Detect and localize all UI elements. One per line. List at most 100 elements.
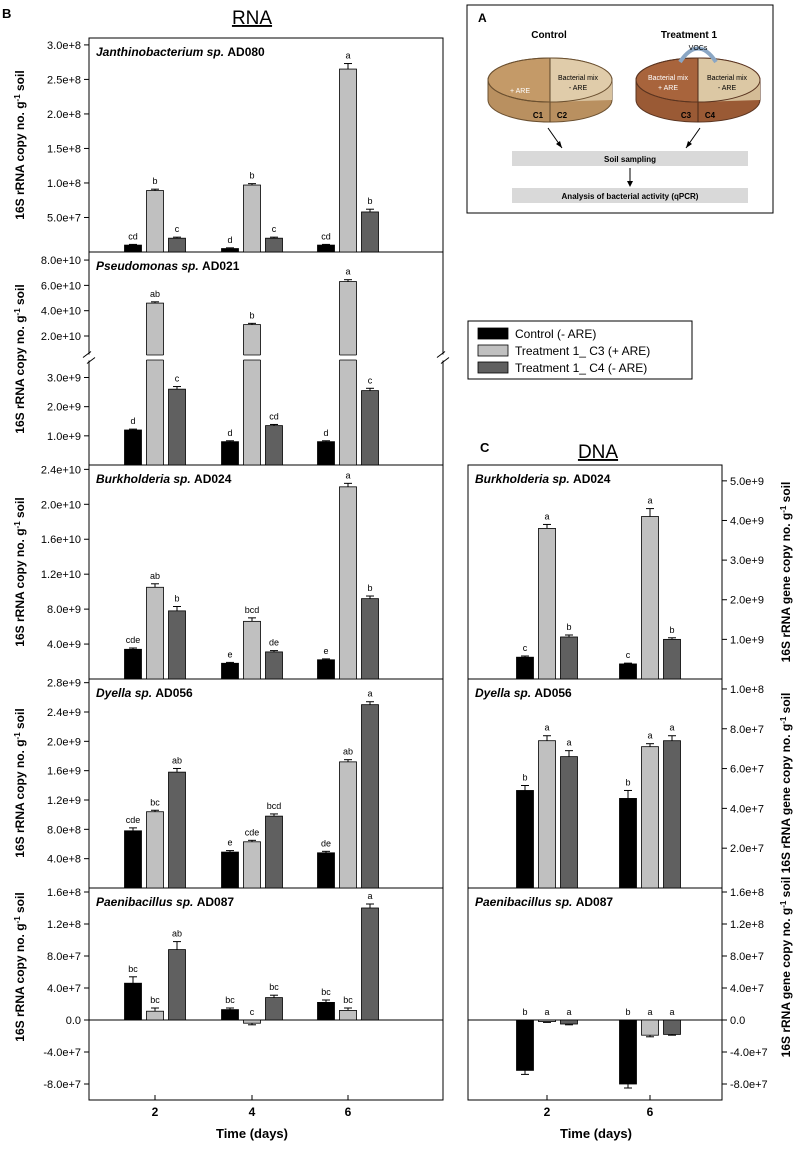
significance-letter: bc bbox=[150, 797, 160, 807]
x-tick-label: 2 bbox=[544, 1105, 551, 1119]
significance-letter: bc bbox=[225, 995, 235, 1005]
bar bbox=[243, 1019, 261, 1024]
control-minus-are: - ARE bbox=[569, 85, 588, 92]
control-bacterial-mix: Bacterial mix bbox=[558, 75, 599, 82]
bar bbox=[265, 815, 283, 889]
y-tick-label: 2.4e+10 bbox=[41, 464, 81, 476]
bar bbox=[317, 1002, 335, 1021]
c2-label: C2 bbox=[557, 111, 568, 120]
organism-name: Paenibacillus sp. bbox=[475, 895, 576, 909]
chart-panel-1: 5.0e+7 1.0e+8 1.5e+8 2.0e+8 2.5e+8 3.0e+8 Jant… bbox=[47, 40, 443, 253]
y-tick-label: 3.0e+9 bbox=[47, 373, 81, 385]
organism-name: Dyella sp. bbox=[475, 686, 534, 700]
bar bbox=[221, 248, 239, 253]
axis-break-mark bbox=[82, 351, 92, 358]
bar bbox=[361, 598, 379, 680]
bar bbox=[663, 740, 681, 889]
significance-letter: b bbox=[625, 1007, 630, 1017]
bar bbox=[516, 656, 534, 680]
significance-letter: a bbox=[544, 511, 549, 521]
bar bbox=[146, 190, 164, 253]
organism-name: Dyella sp. bbox=[96, 686, 155, 700]
significance-letter: ab bbox=[343, 747, 353, 757]
analysis-box bbox=[512, 188, 748, 203]
y-tick-label: 8.0e+10 bbox=[41, 255, 81, 267]
panel-c-letter: C bbox=[480, 440, 490, 455]
analysis-label: Analysis of bacterial activity (qPCR) bbox=[562, 192, 699, 201]
panel-title: Burkholderia sp. AD024 bbox=[475, 472, 611, 486]
ylabel-dna-1: 16S rRNA gene copy no. g-1 soil bbox=[779, 482, 793, 663]
bar bbox=[124, 429, 142, 466]
panel-title: Burkholderia sp. AD024 bbox=[96, 472, 232, 486]
chart-area: 5.0e+7 1.0e+8 1.5e+8 2.0e+8 2.5e+8 3.0e+8 Jant… bbox=[41, 40, 768, 1119]
strain-name: AD087 bbox=[197, 895, 235, 909]
chart-panel-7: 2.0e+7 4.0e+7 6.0e+7 8.0e+7 1.0e+8 Dyella sp.… bbox=[468, 684, 764, 889]
treatment-minus-are: - ARE bbox=[718, 85, 737, 92]
y-tick-label: 1.2e+8 bbox=[730, 919, 764, 931]
y-tick-label: 6.0e+10 bbox=[41, 280, 81, 292]
y-tick-label: 4.0e+7 bbox=[47, 983, 81, 995]
organism-name: Janthinobacterium sp. bbox=[96, 45, 227, 59]
significance-letter: c bbox=[523, 643, 528, 653]
significance-letter: a bbox=[367, 689, 372, 699]
bar bbox=[641, 746, 659, 889]
significance-letter: c bbox=[272, 224, 277, 234]
significance-letter: bc bbox=[321, 987, 331, 997]
significance-letter: c bbox=[368, 375, 373, 385]
y-tick-label: 2.0e+10 bbox=[41, 499, 81, 511]
significance-letter: e bbox=[227, 649, 232, 659]
significance-letter: de bbox=[269, 638, 279, 648]
bar bbox=[168, 771, 186, 889]
significance-letter: bc bbox=[269, 982, 279, 992]
chart-panel-4: 4.0e+8 8.0e+8 1.2e+9 1.6e+9 2.0e+9 2.4e+9 2.8e… bbox=[47, 678, 443, 889]
significance-letter: e bbox=[227, 838, 232, 848]
bar bbox=[339, 68, 357, 253]
bar bbox=[317, 244, 335, 253]
x-tick-label: 2 bbox=[152, 1105, 159, 1119]
y-tick-label: 8.0e+7 bbox=[47, 951, 81, 963]
y-tick-label: 4.0e+7 bbox=[730, 803, 764, 815]
y-tick-label: 1.6e+8 bbox=[730, 887, 764, 899]
control-plus-are: + ARE bbox=[510, 88, 530, 95]
y-tick-label: 2.0e+9 bbox=[47, 402, 81, 414]
y-tick-label: -8.0e+7 bbox=[43, 1079, 81, 1091]
bar bbox=[361, 211, 379, 253]
significance-letter: bc bbox=[150, 995, 160, 1005]
bar bbox=[243, 620, 261, 680]
treatment-bacterial-mix-right: Bacterial mix bbox=[707, 75, 748, 82]
ylabel-rna-1: 16S rRNA copy no. g-1 soil bbox=[13, 70, 27, 219]
rna-title: RNA bbox=[232, 8, 272, 29]
significance-letter: c bbox=[175, 224, 180, 234]
bar bbox=[339, 1010, 357, 1021]
significance-letter: ab bbox=[150, 289, 160, 299]
control-dish bbox=[487, 57, 613, 123]
significance-letter: b bbox=[625, 777, 630, 787]
xlabel-rna: Time (days) bbox=[216, 1126, 288, 1141]
bar bbox=[560, 636, 578, 680]
bar bbox=[221, 441, 239, 466]
y-tick-label: 2.0e+9 bbox=[730, 595, 764, 607]
panel-b-letter: B bbox=[2, 6, 11, 21]
significance-letter: e bbox=[323, 646, 328, 656]
c4-label: C4 bbox=[705, 111, 716, 120]
legend-swatch-c3 bbox=[477, 344, 509, 357]
bar bbox=[560, 1019, 578, 1025]
y-tick-label: 4.0e+9 bbox=[730, 515, 764, 527]
x-tick-label: 6 bbox=[647, 1105, 654, 1119]
bar bbox=[168, 949, 186, 1021]
y-tick-label: 5.0e+9 bbox=[730, 476, 764, 488]
significance-letter: bcd bbox=[245, 605, 260, 615]
bar bbox=[265, 425, 283, 466]
y-tick-label: 8.0e+9 bbox=[47, 604, 81, 616]
bar bbox=[243, 841, 261, 889]
strain-name: AD087 bbox=[576, 895, 614, 909]
bar bbox=[361, 907, 379, 1021]
significance-letter: b bbox=[249, 310, 254, 320]
significance-letter: b bbox=[152, 176, 157, 186]
soil-sampling-box bbox=[512, 151, 748, 166]
significance-letter: a bbox=[345, 51, 350, 61]
ylabel-rna-3: 16S rRNA copy no. g-1 soil bbox=[13, 497, 27, 646]
significance-letter: cd bbox=[321, 231, 331, 241]
bar-break bbox=[338, 355, 358, 360]
